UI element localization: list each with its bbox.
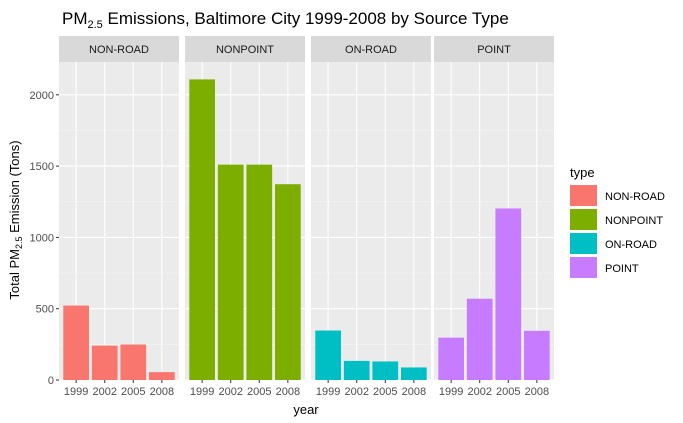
panel-non-road: NON-ROAD 1999 2002 2005 2008 (59, 36, 179, 398)
bar-point-2002 (466, 298, 493, 380)
bar-on-road-2005 (372, 361, 399, 380)
bar-point-1999 (438, 337, 464, 380)
bar-non-road-2005 (120, 344, 147, 380)
bar-nonpoint-2002 (217, 164, 244, 380)
panel-point: POINT 1999 2002 2005 2008 (434, 36, 554, 398)
facet-strip-label: NONPOINT (216, 44, 274, 56)
bar-nonpoint-1999 (189, 79, 215, 380)
y-tick-label: 1000 (30, 232, 54, 244)
legend-key-on-road (570, 233, 597, 254)
legend-label: ON-ROAD (605, 239, 657, 251)
panel-on-road: ON-ROAD 1999 2002 2005 2008 (311, 36, 431, 398)
y-tick-label: 2000 (30, 90, 54, 102)
x-tick-label: 1999 (439, 386, 463, 398)
facet-strip-label: NON-ROAD (89, 44, 149, 56)
bar-nonpoint-2008 (275, 184, 301, 380)
chart-title: PM2.5 Emissions, Baltimore City 1999-200… (62, 9, 509, 31)
facet-strip (59, 36, 179, 62)
legend-label: NON-ROAD (605, 191, 665, 203)
x-tick-label: 2008 (276, 386, 300, 398)
facet-strip (434, 36, 554, 62)
x-tick-label: 2002 (92, 386, 116, 398)
panel-background (311, 62, 431, 380)
bar-on-road-2008 (401, 367, 427, 380)
bar-non-road-2002 (91, 345, 118, 380)
legend-key-non-road (570, 185, 597, 206)
x-tick-label: 2008 (402, 386, 426, 398)
x-tick-label: 2005 (247, 386, 271, 398)
bar-nonpoint-2005 (246, 164, 273, 380)
bar-non-road-1999 (63, 305, 89, 380)
x-tick-label: 1999 (190, 386, 214, 398)
bar-point-2005 (495, 208, 522, 380)
x-tick-label: 1999 (64, 386, 88, 398)
x-axis-title: year (293, 402, 319, 417)
y-tick-label: 0 (48, 375, 54, 387)
x-tick-label: 2002 (344, 386, 368, 398)
bar-on-road-2002 (343, 360, 370, 380)
legend-label: POINT (605, 263, 639, 275)
legend: type NON-ROAD NONPOINT ON-ROAD POINT (570, 165, 665, 278)
facet-strip (185, 36, 305, 62)
bar-non-road-2008 (149, 372, 175, 380)
legend-key-point (570, 257, 597, 278)
panel-nonpoint: NONPOINT 1999 2002 2005 2008 (185, 36, 305, 398)
x-tick-label: 2005 (373, 386, 397, 398)
legend-title: type (570, 165, 595, 180)
y-tick-label: 500 (36, 304, 54, 316)
x-tick-label: 2008 (525, 386, 549, 398)
x-tick-label: 2002 (467, 386, 491, 398)
facet-strip (311, 36, 431, 62)
y-axis: 0 500 1000 1500 2000 (30, 90, 59, 387)
panel-background (434, 62, 554, 380)
bar-on-road-1999 (315, 330, 341, 380)
facet-strip-label: ON-ROAD (345, 44, 397, 56)
facet-panels: NON-ROAD 1999 2002 2005 2008 NONPOINT 1999 2002… (59, 36, 554, 398)
x-tick-label: 2002 (218, 386, 242, 398)
legend-label: NONPOINT (605, 215, 663, 227)
bar-point-2008 (524, 330, 550, 380)
x-tick-label: 2005 (121, 386, 145, 398)
y-tick-label: 1500 (30, 161, 54, 173)
x-tick-label: 1999 (316, 386, 340, 398)
facet-strip-label: POINT (477, 44, 511, 56)
legend-key-nonpoint (570, 209, 597, 230)
y-axis-title: Total PM2.5 Emission (Tons) (7, 140, 24, 299)
x-tick-label: 2008 (150, 386, 174, 398)
x-tick-label: 2005 (496, 386, 520, 398)
